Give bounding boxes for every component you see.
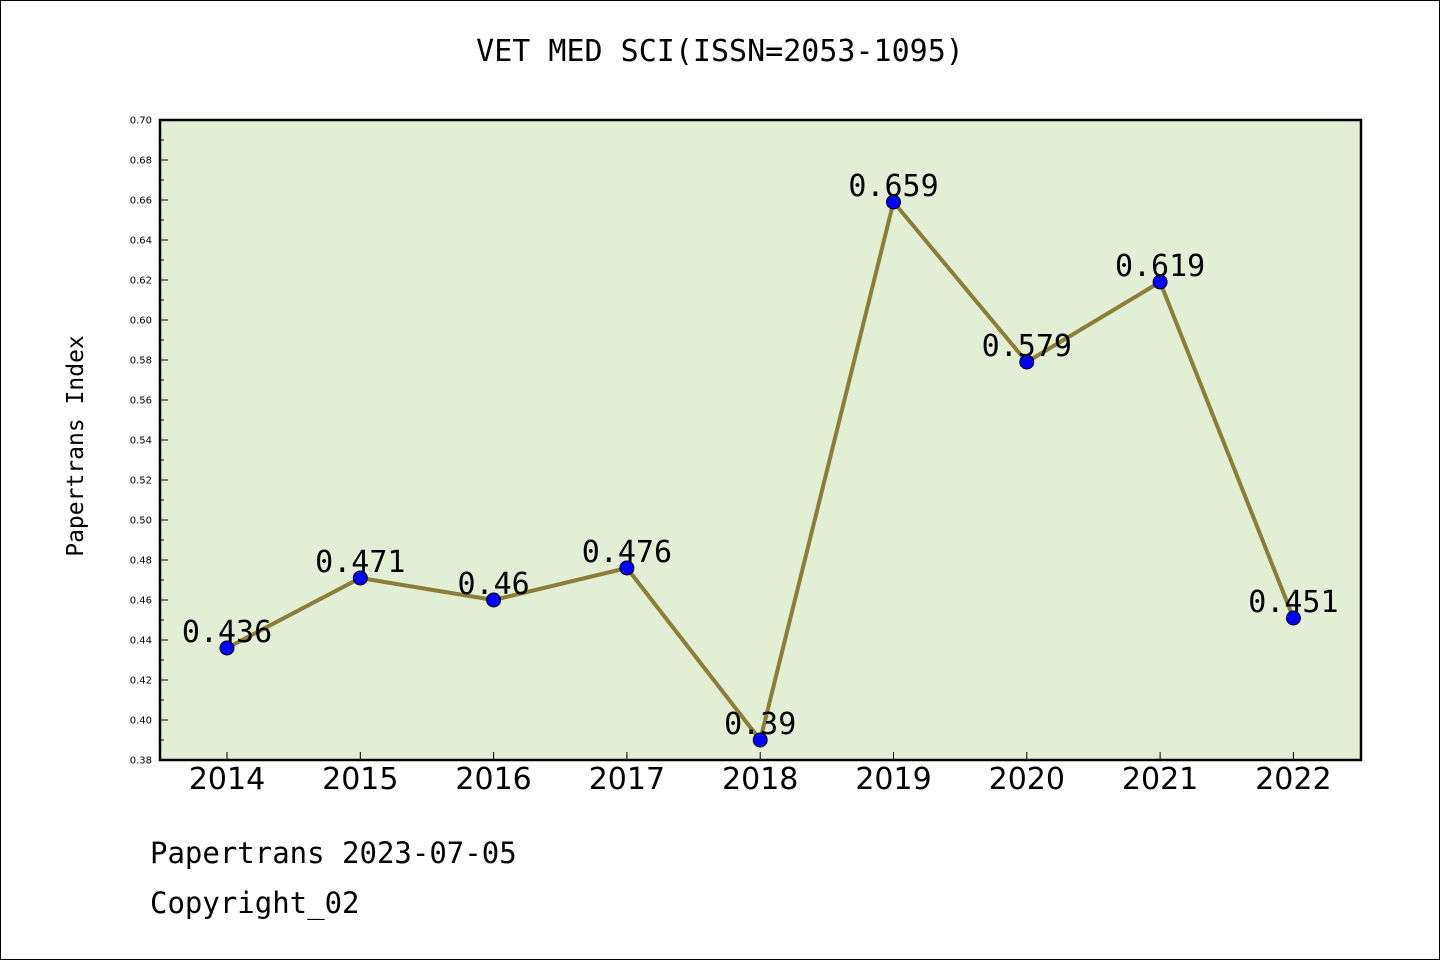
data-label: 0.579 bbox=[982, 329, 1072, 364]
x-tick-label: 2019 bbox=[855, 762, 931, 797]
data-label: 0.436 bbox=[182, 615, 272, 650]
data-point bbox=[1285, 610, 1301, 626]
data-label: 0.451 bbox=[1248, 585, 1338, 620]
footer-copyright: Copyright_02 bbox=[150, 886, 360, 920]
plot-border bbox=[158, 118, 1363, 762]
y-tick-label: 0.58 bbox=[130, 356, 152, 367]
y-tick-label: 0.48 bbox=[130, 556, 152, 567]
data-label: 0.476 bbox=[582, 535, 672, 570]
y-tick-label: 0.42 bbox=[130, 676, 152, 687]
y-tick-label: 0.44 bbox=[130, 636, 152, 647]
data-label: 0.659 bbox=[848, 169, 938, 204]
x-tick-label: 2022 bbox=[1255, 762, 1331, 797]
y-tick-label: 0.68 bbox=[130, 156, 152, 167]
y-tick-label: 0.46 bbox=[130, 596, 152, 607]
data-point bbox=[752, 732, 768, 748]
y-tick-label: 0.64 bbox=[130, 236, 152, 247]
x-tick-label: 2020 bbox=[989, 762, 1065, 797]
y-tick-label: 0.50 bbox=[130, 516, 152, 527]
chart-title: VET MED SCI(ISSN=2053-1095) bbox=[476, 34, 964, 69]
x-tick-label: 2017 bbox=[589, 762, 665, 797]
data-label: 0.39 bbox=[724, 707, 796, 742]
plot-area bbox=[160, 120, 1361, 760]
data-point bbox=[1152, 274, 1168, 290]
data-label: 0.619 bbox=[1115, 249, 1205, 284]
footer-date: Papertrans 2023-07-05 bbox=[150, 836, 517, 870]
y-tick-label: 0.40 bbox=[130, 716, 152, 727]
data-point bbox=[352, 570, 368, 586]
data-label: 0.471 bbox=[315, 545, 405, 580]
y-tick-label: 0.56 bbox=[130, 396, 152, 407]
data-label: 0.46 bbox=[457, 567, 529, 602]
data-point bbox=[619, 560, 635, 576]
y-tick-label: 0.52 bbox=[130, 476, 152, 487]
y-tick-label: 0.70 bbox=[130, 116, 152, 127]
x-tick-label: 2016 bbox=[455, 762, 531, 797]
y-tick-label: 0.38 bbox=[130, 756, 152, 767]
data-point bbox=[219, 640, 235, 656]
x-tick-label: 2021 bbox=[1122, 762, 1198, 797]
data-point bbox=[1019, 354, 1035, 370]
y-tick-label: 0.66 bbox=[130, 196, 152, 207]
x-tick-label: 2015 bbox=[322, 762, 398, 797]
y-tick-label: 0.54 bbox=[130, 436, 152, 447]
y-tick-label: 0.62 bbox=[130, 276, 152, 287]
x-tick-label: 2018 bbox=[722, 762, 798, 797]
x-tick-label: 2014 bbox=[189, 762, 265, 797]
data-point bbox=[886, 194, 901, 210]
y-tick-label: 0.60 bbox=[130, 316, 152, 327]
data-point bbox=[486, 592, 502, 608]
